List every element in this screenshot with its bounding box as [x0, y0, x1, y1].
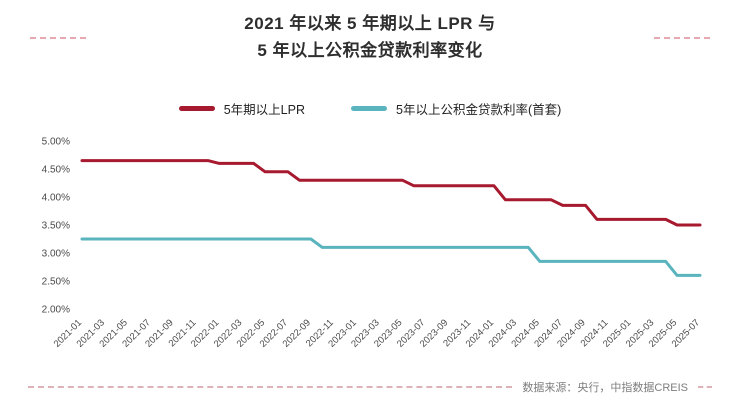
svg-text:5.00%: 5.00% — [42, 137, 70, 148]
svg-text:4.50%: 4.50% — [42, 165, 70, 176]
chart-title: 2021 年以来 5 年期以上 LPR 与 5 年以上公积金贷款利率变化 — [0, 10, 740, 64]
chart-title-line1: 2021 年以来 5 年期以上 LPR 与 — [244, 14, 496, 33]
data-source-label: 数据来源：央行，中指数据CREIS — [522, 382, 688, 394]
svg-text:2.00%: 2.00% — [42, 305, 70, 316]
svg-text:2.50%: 2.50% — [42, 277, 70, 288]
legend-item-fund-rate: 5年以上公积金贷款利率(首套) — [351, 99, 561, 118]
fund-rate-line-swatch — [351, 106, 387, 111]
lpr-line-swatch — [178, 106, 215, 111]
footer-left-dash-decoration — [28, 386, 513, 388]
chart-title-line2: 5 年以上公积金贷款利率变化 — [257, 41, 483, 60]
legend: 5年期以上LPR 5年以上公积金贷款利率(首套) — [0, 99, 740, 118]
svg-text:3.00%: 3.00% — [42, 249, 70, 260]
title-left-dash-decoration — [30, 37, 86, 39]
legend-label-fund-rate: 5年以上公积金贷款利率(首套) — [396, 103, 562, 117]
line-chart: 5.00%4.50%4.00%3.50%3.00%2.50%2.00%2021-… — [42, 137, 702, 350]
footer-right-dash-decoration — [698, 386, 712, 388]
title-right-dash-decoration — [654, 37, 710, 39]
legend-item-lpr: 5年期以上LPR — [178, 99, 305, 118]
footer: 数据来源：央行，中指数据CREIS — [28, 379, 712, 395]
svg-text:4.00%: 4.00% — [42, 193, 70, 204]
svg-text:3.50%: 3.50% — [42, 221, 70, 232]
legend-label-lpr: 5年期以上LPR — [223, 103, 305, 117]
